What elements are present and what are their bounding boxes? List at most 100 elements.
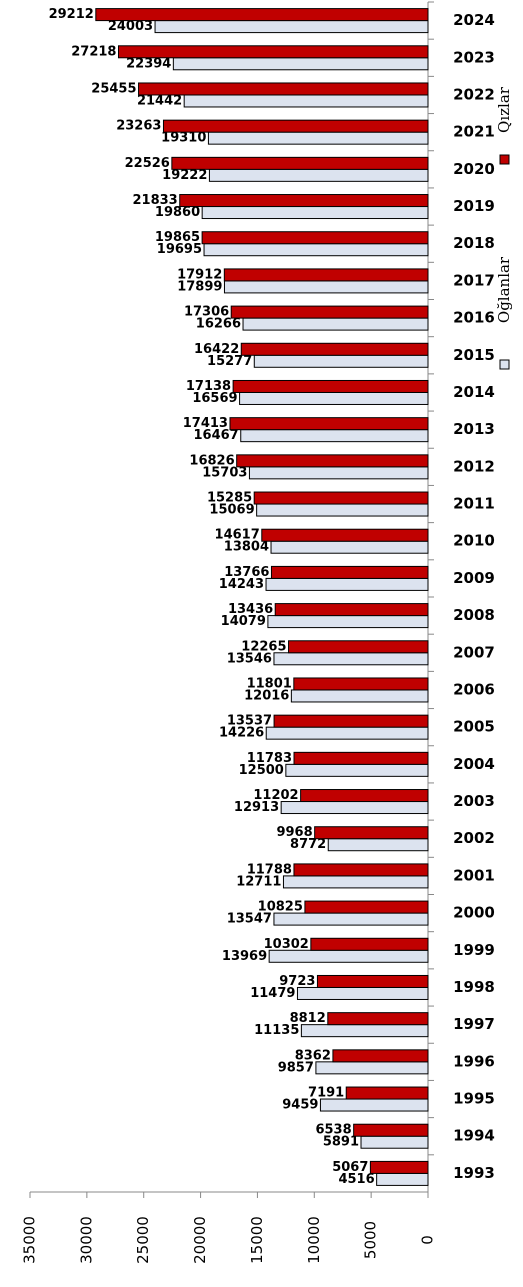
category-label: 2002 bbox=[453, 829, 495, 847]
bar bbox=[265, 577, 429, 591]
data-label: 19310 bbox=[161, 131, 206, 146]
data-label: 8772 bbox=[290, 837, 326, 852]
data-label: 27218 bbox=[71, 44, 116, 59]
x-tick-label: 25000 bbox=[134, 1216, 152, 1264]
bar bbox=[280, 801, 429, 815]
data-label: 17413 bbox=[183, 416, 228, 431]
category-label: 1994 bbox=[453, 1127, 495, 1145]
bar bbox=[304, 900, 429, 914]
category-label: 2015 bbox=[453, 346, 495, 364]
data-label: 9723 bbox=[279, 974, 315, 989]
data-label: 10825 bbox=[258, 900, 303, 915]
bar bbox=[345, 1086, 429, 1100]
category-label: 2011 bbox=[453, 495, 495, 513]
data-label: 13537 bbox=[227, 714, 272, 729]
category-label: 1998 bbox=[453, 978, 495, 996]
data-label: 15069 bbox=[209, 503, 254, 518]
bar bbox=[353, 1123, 429, 1137]
data-label: 9968 bbox=[276, 825, 312, 840]
data-label: 6538 bbox=[315, 1123, 351, 1138]
bar bbox=[253, 491, 429, 505]
category-label: 1993 bbox=[453, 1164, 495, 1182]
data-label: 11135 bbox=[254, 1023, 299, 1038]
data-label: 8362 bbox=[295, 1048, 331, 1063]
x-tick-label: 35000 bbox=[21, 1216, 39, 1264]
bar bbox=[327, 1012, 429, 1026]
bar bbox=[268, 949, 429, 963]
data-label: 4516 bbox=[338, 1172, 374, 1187]
data-label: 17138 bbox=[186, 379, 231, 394]
category-label: 1995 bbox=[453, 1090, 495, 1108]
data-label: 11202 bbox=[253, 788, 298, 803]
data-label: 15285 bbox=[207, 491, 252, 506]
category-label: 1996 bbox=[453, 1052, 495, 1070]
legend-label: Qızlar bbox=[495, 86, 513, 133]
data-label: 14243 bbox=[219, 577, 264, 592]
category-label: 2022 bbox=[453, 85, 495, 103]
data-label: 10302 bbox=[264, 937, 309, 952]
category-label: 2021 bbox=[453, 123, 495, 141]
bar bbox=[223, 280, 429, 294]
bar bbox=[293, 863, 429, 877]
bar bbox=[240, 429, 429, 443]
bar bbox=[316, 974, 429, 988]
category-label: 2003 bbox=[453, 792, 495, 810]
category-label: 1999 bbox=[453, 941, 495, 959]
bar bbox=[273, 714, 429, 728]
data-label: 12500 bbox=[239, 763, 284, 778]
bar bbox=[232, 379, 429, 393]
data-label: 22394 bbox=[126, 56, 171, 71]
bar bbox=[273, 652, 429, 666]
data-label: 17899 bbox=[177, 279, 222, 294]
bar bbox=[138, 82, 429, 96]
data-label: 12265 bbox=[241, 639, 286, 654]
data-label: 17912 bbox=[177, 267, 222, 282]
bar bbox=[201, 231, 429, 245]
bar bbox=[261, 528, 429, 542]
category-label: 2005 bbox=[453, 718, 495, 736]
bar bbox=[240, 342, 429, 356]
bar bbox=[290, 689, 429, 703]
x-tick-label: 10000 bbox=[305, 1216, 323, 1264]
data-label: 17306 bbox=[184, 305, 229, 320]
bar bbox=[314, 826, 429, 840]
bar bbox=[310, 937, 429, 951]
x-tick-label: 30000 bbox=[77, 1216, 95, 1264]
data-label: 16422 bbox=[194, 342, 239, 357]
category-label: 2006 bbox=[453, 680, 495, 698]
data-label: 16826 bbox=[189, 453, 234, 468]
category-label: 2007 bbox=[453, 643, 495, 661]
category-label: 2009 bbox=[453, 569, 495, 587]
bar bbox=[239, 391, 429, 405]
data-label: 12711 bbox=[236, 874, 281, 889]
data-label: 13766 bbox=[224, 565, 269, 580]
bar bbox=[376, 1172, 429, 1186]
data-label: 7191 bbox=[308, 1086, 344, 1101]
data-label: 13547 bbox=[227, 912, 272, 927]
data-label: 9857 bbox=[278, 1060, 314, 1075]
bar bbox=[172, 57, 429, 71]
bar bbox=[236, 454, 429, 468]
data-label: 21442 bbox=[137, 93, 182, 108]
data-label: 19860 bbox=[155, 205, 200, 220]
data-label: 14079 bbox=[221, 614, 266, 629]
category-label: 2016 bbox=[453, 309, 495, 327]
bar bbox=[285, 763, 429, 777]
category-label: 2013 bbox=[453, 420, 495, 438]
bar bbox=[183, 94, 429, 108]
data-label: 13546 bbox=[227, 651, 272, 666]
bar bbox=[282, 875, 429, 889]
data-label: 11783 bbox=[247, 751, 292, 766]
bar bbox=[360, 1135, 429, 1149]
bar bbox=[300, 789, 429, 803]
bar bbox=[117, 45, 429, 59]
data-label: 11788 bbox=[247, 862, 292, 877]
category-label: 1997 bbox=[453, 1015, 495, 1033]
data-label: 13804 bbox=[224, 540, 269, 555]
data-label: 21833 bbox=[132, 193, 177, 208]
category-label: 2014 bbox=[453, 383, 495, 401]
category-label: 2024 bbox=[453, 11, 495, 29]
data-label: 11801 bbox=[247, 676, 292, 691]
bar bbox=[229, 417, 429, 431]
data-label: 13969 bbox=[222, 949, 267, 964]
